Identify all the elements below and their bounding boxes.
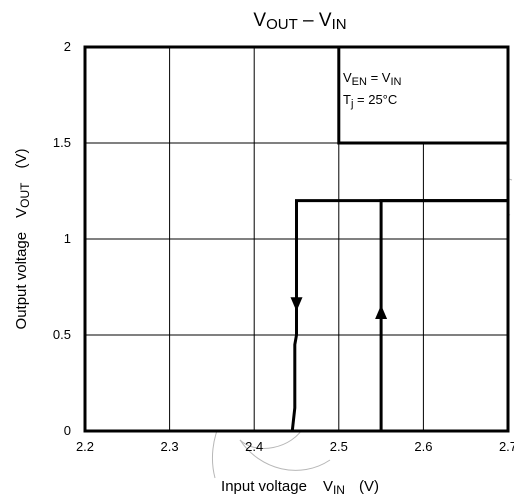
x-tick-label: 2.5 — [330, 439, 348, 454]
y-tick-label: 1 — [64, 231, 71, 246]
y-tick-label: 1.5 — [53, 135, 71, 150]
arrow-down-marker — [290, 297, 303, 312]
y-tick-label: 2 — [64, 39, 71, 54]
chart-title: VOUT – VIN — [253, 10, 346, 33]
x-tick-label: 2.3 — [161, 439, 179, 454]
x-axis-label: Input voltage VIN (V) — [221, 478, 379, 497]
x-tick-label: 2.2 — [76, 439, 94, 454]
annotation-tj: Tj = 25°C — [343, 92, 397, 110]
y-tick-label: 0 — [64, 423, 71, 438]
y-tick-label: 0.5 — [53, 327, 71, 342]
y-axis-label: Output voltageVOUT(V) — [13, 149, 32, 330]
arrow-up-marker — [375, 304, 388, 319]
annotation-ven-vin: VEN = VIN — [343, 70, 402, 88]
tick-labels: 2.2 2.3 2.4 2.5 2.6 2.7 0 0.5 1 1.5 2 — [53, 39, 514, 454]
plot-frame — [83, 45, 510, 433]
x-tick-label: 2.7 — [499, 439, 514, 454]
x-tick-label: 2.4 — [245, 439, 263, 454]
x-tick-label: 2.6 — [414, 439, 432, 454]
annotation-box — [337, 45, 510, 145]
annotation-frame — [337, 45, 510, 145]
